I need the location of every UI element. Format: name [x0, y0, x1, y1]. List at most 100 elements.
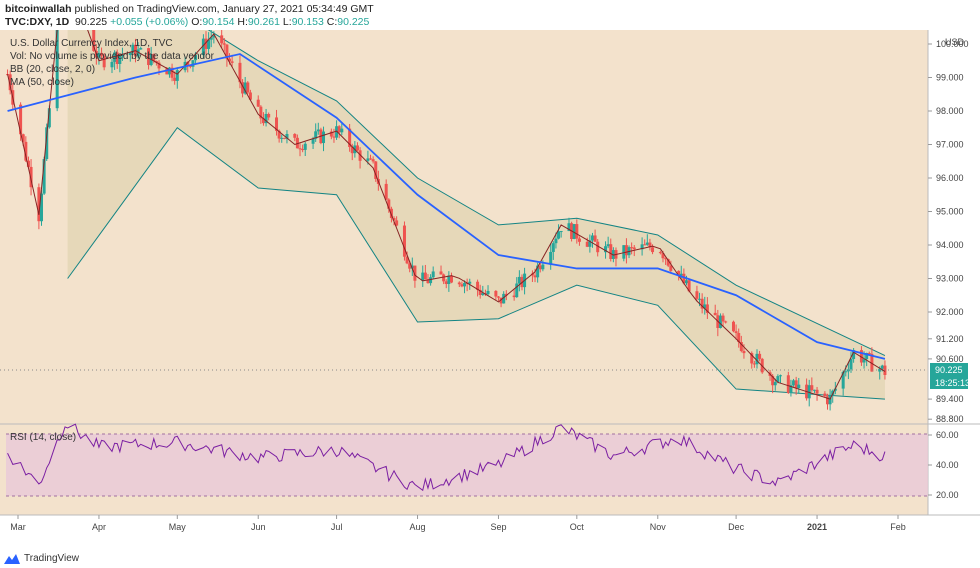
candle-body	[264, 113, 268, 124]
candle-body	[115, 52, 119, 64]
candle-body	[201, 38, 205, 56]
candle-body	[734, 331, 738, 334]
candle-body	[439, 271, 443, 275]
candle-body	[426, 279, 430, 284]
candle-body	[622, 245, 626, 259]
candle-body	[609, 244, 613, 259]
candle-body	[590, 235, 594, 241]
publish-info: published on TradingView.com, January 27…	[74, 3, 374, 15]
candle-body	[731, 321, 735, 332]
tradingview-footer[interactable]: TradingView	[4, 553, 79, 564]
candle-body	[703, 304, 707, 309]
price-tick-label: 91.200	[936, 334, 964, 344]
price-tick-label: 89.400	[936, 394, 964, 404]
candle-body	[593, 235, 597, 242]
time-tick-label: Nov	[650, 522, 667, 532]
candle-body	[389, 208, 393, 219]
candle-body	[118, 55, 122, 64]
candle-body	[358, 150, 362, 161]
candle-body	[335, 126, 339, 138]
candle-body	[499, 297, 503, 304]
rsi-tick-label: 40.00	[936, 460, 959, 470]
high-value: 90.261	[247, 16, 280, 28]
candle-body	[423, 272, 427, 280]
candle-body	[870, 353, 874, 372]
candle-body	[512, 295, 516, 298]
candle-body	[724, 321, 728, 323]
candle-body	[267, 113, 271, 118]
candle-body	[204, 38, 208, 49]
candle-body	[348, 128, 352, 148]
time-tick-label: 2021	[807, 522, 827, 532]
price-change: +0.055 (+0.06%)	[110, 16, 189, 28]
candle-body	[413, 265, 417, 281]
candle-body	[248, 92, 252, 100]
candle-body	[575, 224, 579, 239]
low-value: 90.153	[291, 16, 324, 28]
rsi-line	[7, 423, 886, 492]
candle-body	[554, 238, 558, 244]
candle-body	[167, 67, 171, 75]
time-tick-label: Feb	[890, 522, 906, 532]
candle-body	[165, 68, 169, 75]
rsi-label: RSI (14, close)	[10, 432, 76, 443]
candle-body	[220, 35, 224, 44]
candle-body	[755, 353, 759, 365]
author-name: bitcoinwallah	[5, 3, 72, 15]
symbol: TVC:DXY, 1D	[5, 16, 70, 28]
candle-body	[157, 62, 161, 69]
candle-body	[577, 238, 581, 242]
candle-body	[295, 137, 299, 149]
tradingview-logo-icon	[4, 553, 20, 564]
candle-body	[677, 270, 681, 276]
time-tick-label: Mar	[10, 522, 26, 532]
price-chart[interactable]: 100.000 99.000 98.000 97.000 96.000 95.000 94.…	[0, 30, 980, 568]
candle-body	[737, 333, 741, 343]
candle-body	[256, 99, 260, 107]
candle-body	[502, 293, 506, 304]
candle-body	[718, 315, 722, 328]
candle-body	[536, 265, 540, 278]
candle-body	[828, 395, 832, 405]
candle-body	[332, 136, 336, 138]
candle-body	[110, 61, 114, 68]
candle-body	[661, 253, 665, 259]
legend-ma: MA (50, close)	[10, 77, 74, 88]
candle-body	[316, 129, 320, 132]
ohlc-line: TVC:DXY, 1D 90.225 +0.055 (+0.06%) O:90.…	[5, 16, 370, 28]
candle-body	[194, 55, 198, 61]
candle-body	[26, 160, 30, 167]
rsi-tick-label: 20.00	[936, 490, 959, 500]
time-tick-label: Dec	[728, 522, 745, 532]
candle-body	[664, 258, 668, 260]
candle-body	[447, 275, 451, 285]
candle-body	[131, 44, 135, 53]
candle-body	[136, 49, 140, 57]
price-tick-label: 88.800	[936, 414, 964, 424]
publish-line: bitcoinwallah published on TradingView.c…	[5, 3, 374, 15]
price-tick-label: 99.000	[936, 73, 964, 83]
candle-body	[865, 352, 869, 360]
candle-body	[277, 130, 281, 139]
candle-body	[449, 275, 453, 283]
time-tick-label: Apr	[92, 522, 106, 532]
candle-body	[47, 108, 51, 128]
candle-body	[369, 158, 373, 160]
candle-body	[139, 48, 143, 50]
candle-body	[120, 55, 124, 57]
candle-body	[147, 48, 151, 66]
candle-body	[752, 363, 756, 365]
candle-body	[572, 224, 576, 240]
candle-body	[97, 52, 101, 58]
candle-body	[37, 187, 41, 222]
candle-body	[463, 282, 467, 287]
candle-body	[624, 245, 628, 256]
candle-body	[429, 277, 433, 284]
candle-body	[538, 265, 542, 270]
candle-body	[314, 131, 318, 139]
candle-body	[350, 147, 354, 154]
candle-body	[371, 159, 375, 162]
candle-body	[261, 118, 265, 124]
candle-body	[408, 263, 412, 269]
candle-body	[170, 67, 174, 78]
